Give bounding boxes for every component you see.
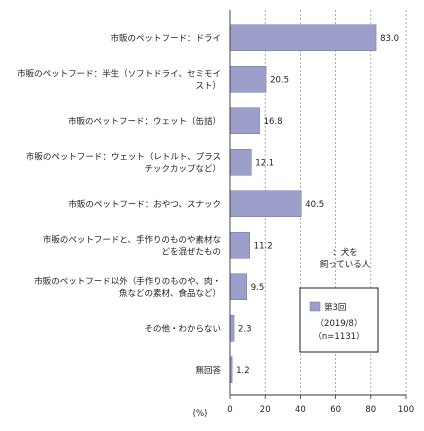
value-label: 40.5 [305,200,324,210]
category-label: 市販のペットフードと、手作りのものや素材な [43,234,221,245]
category-label: スト） [195,80,221,91]
bar [229,232,250,259]
value-label: 12.1 [255,158,274,168]
category-label: 市販のペットフード以外（手作りのものや、肉・ [34,276,221,287]
legend-entry: 第3回 [324,302,346,313]
category-label: チックカップなど） [144,163,221,174]
category-label: 無回答 [195,365,221,376]
value-label: 1.2 [236,366,250,376]
bar [229,24,377,51]
value-labels: 83.0 20.5 16.8 12.1 40.5 11.2 9.5 2.3 1.2 [236,34,399,376]
legend-box [299,287,379,353]
x-tick-label: 80 [365,405,376,415]
bar [229,66,267,93]
category-labels: 市販のペットフード：ドライ市販のペットフード：半生（ソフトドライ、セミモイスト）… [17,33,221,376]
x-tick-label: 60 [330,405,341,415]
legend-swatch [309,301,321,312]
legend-detail: （2019/8） [316,318,363,329]
base-note-line: ：犬を [332,247,358,258]
category-label: 市販のペットフード：半生（ソフトドライ、セミモイ [17,68,221,79]
bar [229,273,247,300]
legend-detail: （n=1131） [313,331,364,342]
value-label: 9.5 [251,283,265,293]
x-tick-label: 40 [295,405,306,415]
value-label: 83.0 [380,34,399,44]
category-label: どを混ぜたもの [161,246,221,257]
bar [229,190,302,217]
x-axis-label: (%) [193,409,208,419]
x-axis: 0 20 40 60 80 100 (%) [193,10,414,419]
category-label: 市販のペットフード：ドライ [110,33,221,44]
value-label: 16.8 [264,117,283,127]
bar [229,149,252,176]
legend: 第3回 （2019/8） （n=1131） [299,287,379,353]
bar [229,315,235,342]
x-tick-label: 0 [227,405,232,415]
category-label: その他・わからない [144,323,221,334]
x-tick-label: 100 [398,405,414,415]
value-label: 11.2 [254,241,273,251]
category-label: 魚などの素材、食品など） [119,288,221,299]
base-note-line: 飼っている人 [320,259,371,270]
x-tick-label: 20 [260,405,271,415]
value-label: 2.3 [238,324,252,334]
category-label: 市販のペットフード：おやつ、スナック [68,199,221,210]
bar [229,107,260,134]
value-label: 20.5 [270,75,289,85]
category-label: 市販のペットフード：ウェット（レトルト、プラス [26,151,221,162]
category-label: 市販のペットフード：ウェット（缶詰） [68,116,221,127]
